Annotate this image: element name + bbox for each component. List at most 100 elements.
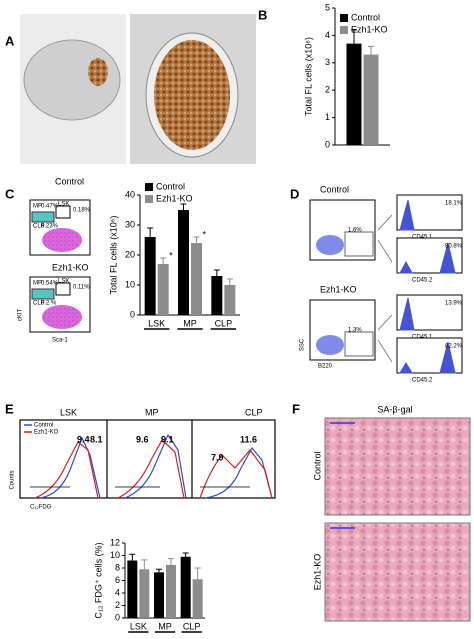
legend-swatch (145, 195, 153, 203)
flow-plots-c (29, 199, 91, 333)
panel-label: A (5, 33, 15, 48)
bar (191, 243, 202, 315)
panel-label: E (5, 401, 14, 416)
hist-label: CD45.2 (412, 378, 433, 384)
gate-label: LSK (58, 202, 69, 208)
y-tick-label: 3 (325, 57, 330, 67)
gate-percent: 0.2 % (41, 301, 57, 307)
panel-title: SA-β-gal (377, 404, 412, 414)
error-bar (141, 559, 148, 570)
gate-percent: 0.47% (41, 204, 59, 210)
y-tick-label: 30 (125, 219, 135, 229)
flow-plots-d (309, 194, 463, 374)
hist-percent: 80.8% (445, 244, 463, 250)
gate-label: MP (33, 204, 42, 210)
y-tick-label: 6 (115, 575, 120, 585)
gate-percent: 1.3% (348, 328, 362, 334)
panel-label: C (5, 186, 15, 201)
y-tick-label: 8 (115, 562, 120, 572)
hist-label: CD45.1 (412, 335, 433, 341)
group-label: Ezh1-KO (320, 284, 357, 294)
y-tick-label: 2 (115, 600, 120, 610)
y-tick-label: 0 (325, 139, 330, 149)
gate-label: CLP (33, 301, 45, 307)
histogram-value: 11.6 (240, 434, 257, 444)
y-tick-label: 5 (325, 2, 330, 12)
group-label: Ezh1-KO (52, 262, 89, 272)
bar (180, 556, 191, 618)
hist-label: CD45.2 (412, 278, 433, 284)
hist-percent: 13.9% (445, 301, 463, 307)
legend-swatch (340, 14, 348, 22)
y-tick-label: 0 (130, 309, 135, 319)
y-tick-label: 12 (110, 537, 120, 547)
axis-label: B220 (318, 364, 333, 370)
error-bar (156, 568, 162, 573)
gate-percent: 0.11% (73, 285, 90, 291)
legend-text: Ezh1-KO (351, 24, 388, 34)
axis-label: SSC (300, 338, 306, 351)
y-tick-label: 2 (325, 85, 330, 95)
bar (224, 285, 236, 315)
histogram-value: 8.1 (90, 434, 103, 444)
gate-label: LSK (58, 279, 69, 285)
legend-text: Control (34, 423, 53, 429)
error-bar (226, 278, 233, 285)
histology-images (20, 14, 256, 164)
y-tick-label: 4 (325, 30, 330, 40)
histogram-value: 9.4 (77, 434, 90, 444)
axis-label: cKIT (18, 309, 24, 322)
x-tick-label: CLP (215, 318, 233, 328)
group-label: Control (55, 176, 84, 186)
error-bar (193, 236, 200, 243)
error-bar (147, 227, 154, 237)
legend-swatch (145, 183, 153, 191)
gate-percent: 6.23% (41, 224, 59, 230)
legend-text: Ezh1-KO (34, 430, 59, 436)
row-label: Ezh1-KO (312, 554, 322, 591)
legend-text: Ezh1-KO (156, 193, 193, 203)
bar (363, 54, 379, 145)
histograms-e (19, 419, 276, 499)
annotation: * (203, 229, 207, 239)
y-tick-label: 1 (325, 112, 330, 122)
panel-label: D (290, 186, 299, 201)
gate-label: CLP (33, 224, 45, 230)
gate-percent: 0.18% (73, 208, 91, 214)
axis-label: Counts (10, 470, 16, 489)
error-bar (182, 552, 189, 557)
sa-bgal-images (324, 417, 471, 622)
histogram-title: LSK (60, 407, 77, 417)
x-tick-label: MP (158, 621, 172, 631)
gate-label: MP (33, 281, 42, 287)
bar (192, 579, 203, 618)
y-tick-label: 4 (115, 587, 120, 597)
bar (166, 564, 176, 618)
histogram-title: CLP (245, 407, 263, 417)
group-label: Control (320, 184, 349, 194)
y-tick-label: 10 (125, 279, 135, 289)
axis-label: C₁₂FDG (30, 505, 52, 511)
axis-label: Sca-1 (52, 338, 68, 344)
x-tick-label: CLP (183, 621, 201, 631)
error-bar (351, 29, 357, 44)
row-label: Control (312, 451, 322, 480)
annotation: * (169, 250, 173, 260)
x-tick-label: LSK (148, 318, 165, 328)
bar (346, 43, 362, 146)
histogram-title: MP (145, 407, 159, 417)
y-axis-label: Total FL cells (x10⁶) (303, 37, 313, 116)
y-axis-label: C₁₂ FDG⁺ cells (%) (93, 542, 103, 618)
histogram-value: 9.1 (161, 434, 174, 444)
error-bar (194, 567, 201, 580)
bar (154, 572, 164, 618)
bar (144, 237, 156, 315)
bar (211, 276, 223, 315)
legend-text: Control (156, 181, 185, 191)
y-axis-label: Total FL cells (x10⁶) (108, 216, 118, 295)
hist-label: CD45.1 (412, 235, 433, 241)
y-tick-label: 40 (125, 189, 135, 199)
hist-percent: 82.2% (445, 344, 463, 350)
histogram-value: 7.9 (211, 452, 224, 462)
y-tick-label: 10 (110, 550, 120, 560)
